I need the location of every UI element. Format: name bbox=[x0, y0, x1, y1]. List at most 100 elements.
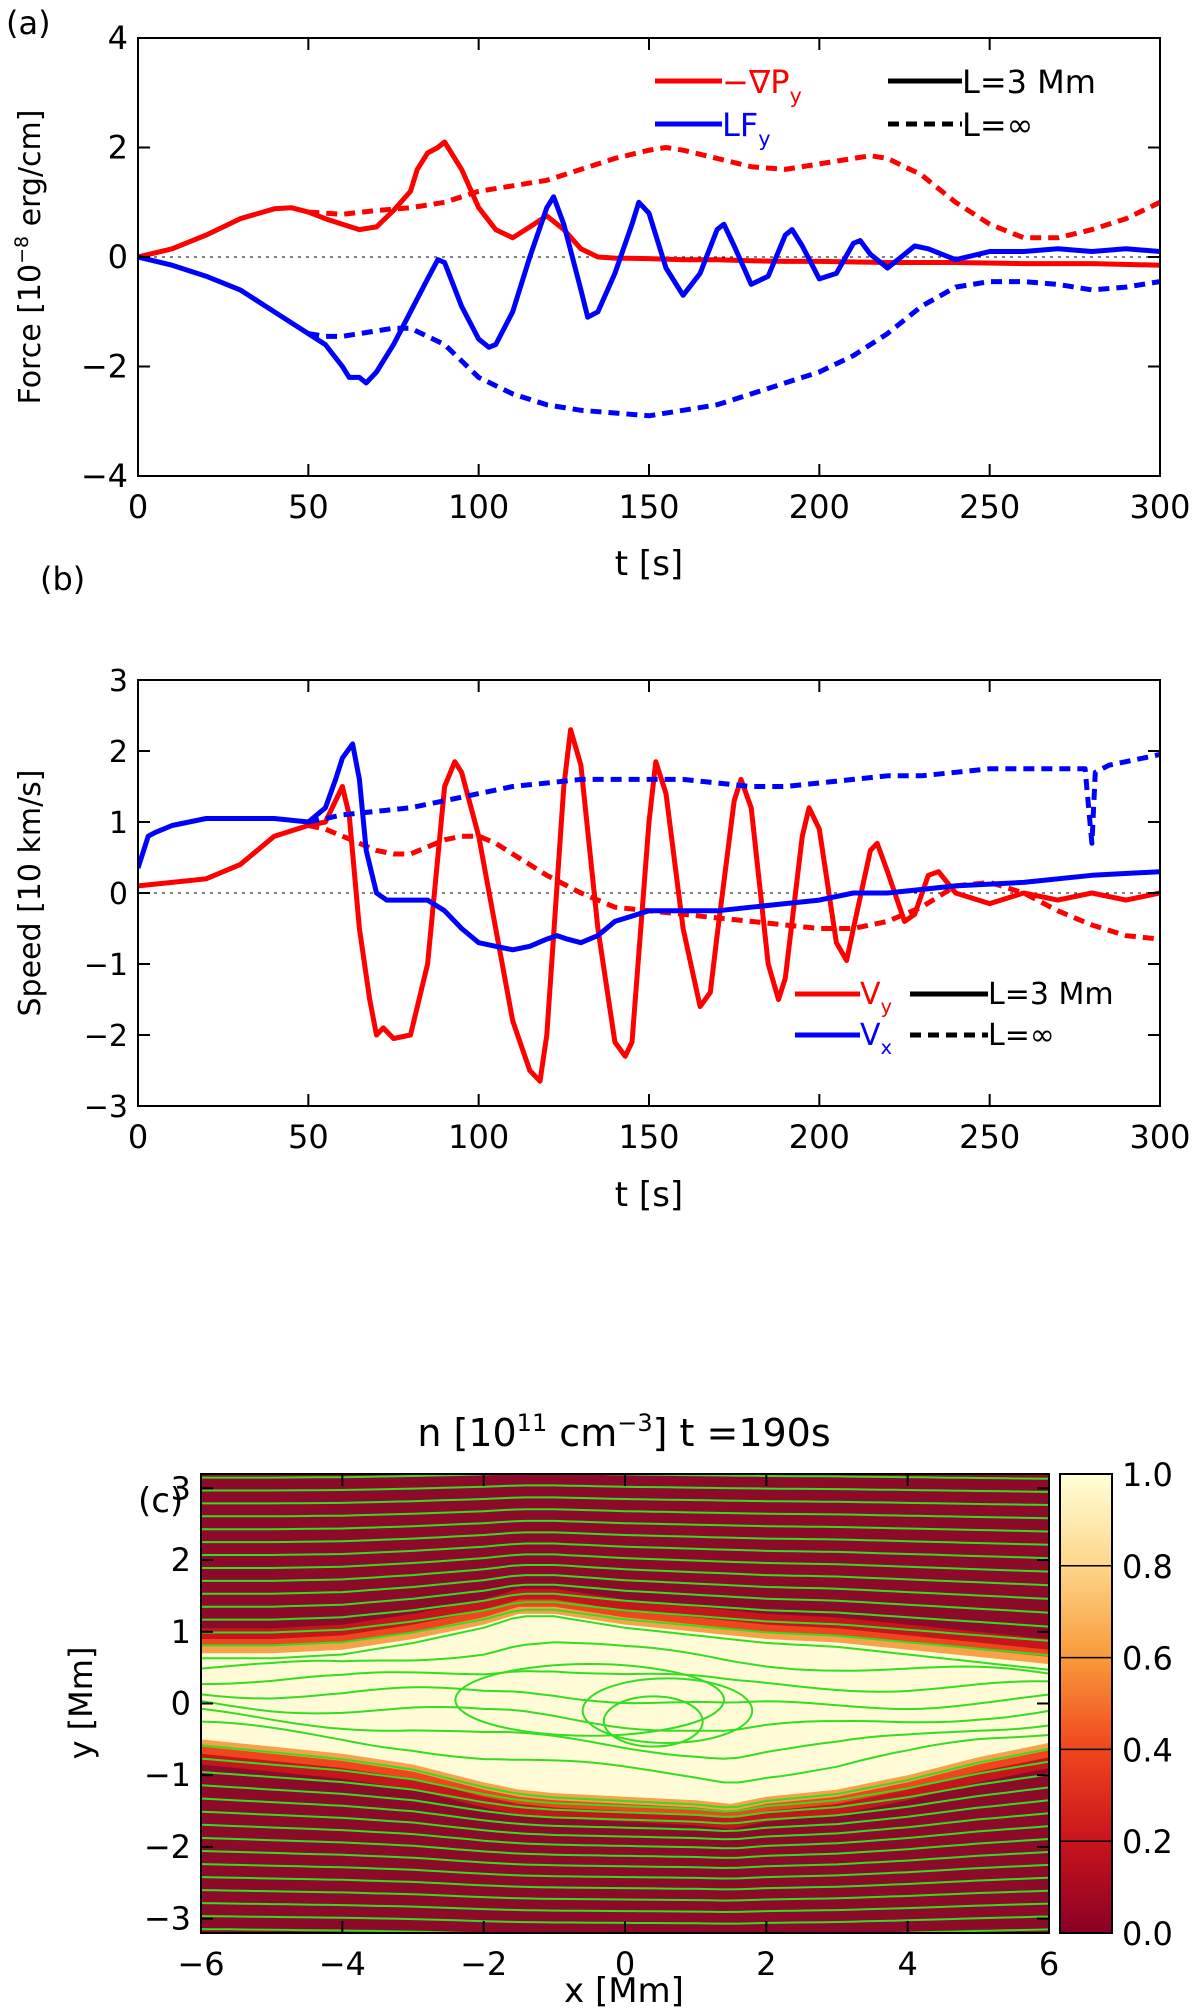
panel-b-legend-label-1: Vx bbox=[860, 1018, 892, 1059]
field-line bbox=[201, 1686, 1049, 1711]
field-line bbox=[201, 1531, 1049, 1546]
panel-c-xlabel: x [Mm] bbox=[564, 1971, 684, 2011]
panel-c-ytick-label: 2 bbox=[171, 1541, 191, 1579]
field-line bbox=[201, 1564, 1049, 1587]
field-line bbox=[201, 1542, 1049, 1560]
field-line bbox=[201, 1496, 1049, 1506]
panel-c-density-map: n [1011 cm−3] t =190s −6 −4 −2 0 2 4 6 −3 −2 −1 0 1… bbox=[62, 1409, 1173, 2011]
field-line bbox=[201, 1863, 1049, 1880]
field-line bbox=[201, 1810, 1049, 1841]
field-line bbox=[201, 1902, 1049, 1914]
colorbar-tick-label: 0.2 bbox=[1122, 1823, 1173, 1861]
panel-b-legend-style-label-0: L=3 Mm bbox=[988, 977, 1114, 1012]
panel-a-ytick-label: 4 bbox=[108, 19, 128, 57]
panel-a-xtick-label: 200 bbox=[789, 488, 850, 526]
colorbar-tick-label: 1.0 bbox=[1122, 1456, 1173, 1494]
panel-b-ytick-label: −2 bbox=[84, 1019, 128, 1054]
panel-a-ytick-label: −4 bbox=[81, 457, 128, 495]
panel-b-legend-style-label-1: L=∞ bbox=[988, 1018, 1055, 1053]
field-line bbox=[201, 1771, 1049, 1818]
panel-c-ytick-label: −1 bbox=[144, 1756, 191, 1794]
panel-a-xtick-label: 50 bbox=[288, 488, 329, 526]
panel-c-ytick-label: 3 bbox=[171, 1469, 191, 1507]
panel-c-xtick-label: 2 bbox=[756, 1945, 776, 1983]
panel-b-xtick-label: 100 bbox=[448, 1118, 509, 1156]
panel-b-ytick-label: 3 bbox=[109, 664, 128, 699]
field-line bbox=[201, 1757, 1049, 1813]
panel-b-series-0 bbox=[138, 727, 1160, 1084]
panel-b-xtick-label: 300 bbox=[1129, 1118, 1190, 1156]
panel-c-xtick-label: −2 bbox=[460, 1945, 507, 1983]
panel-b-xtick-label: 0 bbox=[128, 1118, 148, 1156]
panel-c-ylabel: y [Mm] bbox=[62, 1647, 100, 1760]
panel-b-series-3 bbox=[307, 752, 1160, 846]
field-line bbox=[201, 1823, 1049, 1850]
panel-b-xtick-label: 250 bbox=[959, 1118, 1020, 1156]
panel-a-force: 0 50 100 150 200 250 300 −4 −2 0 2 4 t [s] Force [1… bbox=[11, 19, 1191, 584]
field-line bbox=[201, 1670, 1049, 1693]
field-line bbox=[201, 1519, 1049, 1533]
panel-b-xtick-label: 50 bbox=[288, 1118, 329, 1156]
panel-a-ylabel: Force [10−8 erg/cm] bbox=[11, 110, 48, 405]
panel-b-legend-label-0: Vy bbox=[860, 977, 892, 1018]
field-line bbox=[201, 1508, 1049, 1520]
panel-a-series-1 bbox=[308, 145, 1160, 241]
colorbar-tick-label: 0.8 bbox=[1122, 1548, 1173, 1586]
panel-a-xtick-label: 250 bbox=[959, 488, 1020, 526]
field-loop-0 bbox=[454, 1663, 725, 1737]
panel-b-ytick-label: 1 bbox=[109, 806, 128, 841]
panel-a-xlabel: t [s] bbox=[615, 544, 683, 584]
field-line bbox=[201, 1784, 1049, 1825]
panel-c-xtick-label: −6 bbox=[177, 1945, 224, 1983]
panel-a-xtick-label: 150 bbox=[618, 488, 679, 526]
panel-a-ytick-label: 2 bbox=[108, 129, 128, 167]
field-line bbox=[201, 1850, 1049, 1870]
panel-c-xtick-label: 6 bbox=[1039, 1945, 1059, 1983]
field-line bbox=[201, 1641, 1049, 1675]
panel-c-ytick-label: −3 bbox=[144, 1900, 191, 1938]
panel-a-series-2 bbox=[138, 194, 1160, 386]
colorbar bbox=[1059, 1473, 1113, 1934]
field-line bbox=[201, 1744, 1049, 1809]
panel-b-ytick-label: −3 bbox=[84, 1090, 128, 1125]
panel-a-series-0 bbox=[138, 139, 1160, 268]
panel-b-xtick-label: 200 bbox=[789, 1118, 850, 1156]
field-lines bbox=[201, 1474, 1049, 1933]
panel-b-xlabel: t [s] bbox=[615, 1175, 683, 1215]
panel-a-legend-style-label-0: L=3 Mm bbox=[962, 63, 1096, 101]
panel-b-series-2 bbox=[138, 741, 1160, 953]
panel-c-ytick-label: 0 bbox=[171, 1685, 191, 1723]
panel-c-ytick-label: 1 bbox=[171, 1613, 191, 1651]
field-line bbox=[201, 1583, 1049, 1614]
panel-b-speed: 0 50 100 150 200 250 300 −3 −2 −1 0 1 2 3 t [s] Speed… bbox=[13, 664, 1191, 1215]
colorbar-tick-label: 0.0 bbox=[1122, 1915, 1173, 1953]
panel-a-ytick-label: −2 bbox=[81, 348, 128, 386]
field-line bbox=[201, 1797, 1049, 1833]
field-line bbox=[201, 1707, 1049, 1760]
panel-a-legend-label-1: LFy bbox=[722, 106, 771, 151]
panel-a-xtick-label: 100 bbox=[448, 488, 509, 526]
panel-b-ytick-label: −1 bbox=[84, 948, 128, 983]
field-line bbox=[201, 1836, 1049, 1859]
field-line bbox=[201, 1720, 1049, 1784]
colorbar-tick-label: 0.6 bbox=[1122, 1640, 1173, 1678]
field-line bbox=[201, 1553, 1049, 1573]
field-line bbox=[201, 1700, 1049, 1732]
field-line bbox=[201, 1484, 1049, 1493]
panel-b-ylabel: Speed [10 km/s] bbox=[13, 769, 48, 1016]
field-line bbox=[201, 1889, 1049, 1902]
panel-label-a: (a) bbox=[6, 4, 51, 42]
panel-label-c: (c) bbox=[138, 1481, 183, 1521]
panel-c-xtick-label: −4 bbox=[319, 1945, 366, 1983]
panel-b-ytick-label: 0 bbox=[109, 877, 128, 912]
field-loop-1 bbox=[581, 1677, 754, 1744]
colorbar-tick-label: 0.4 bbox=[1122, 1731, 1173, 1769]
panel-c-ytick-label: −2 bbox=[144, 1828, 191, 1866]
field-line bbox=[201, 1601, 1049, 1642]
field-line bbox=[201, 1608, 1049, 1657]
panel-a-series-3 bbox=[307, 279, 1160, 419]
field-line bbox=[201, 1876, 1049, 1891]
field-line bbox=[201, 1574, 1049, 1600]
panel-b-ytick-label: 2 bbox=[109, 735, 128, 770]
panel-a-legend-style-label-1: L=∞ bbox=[962, 106, 1033, 144]
